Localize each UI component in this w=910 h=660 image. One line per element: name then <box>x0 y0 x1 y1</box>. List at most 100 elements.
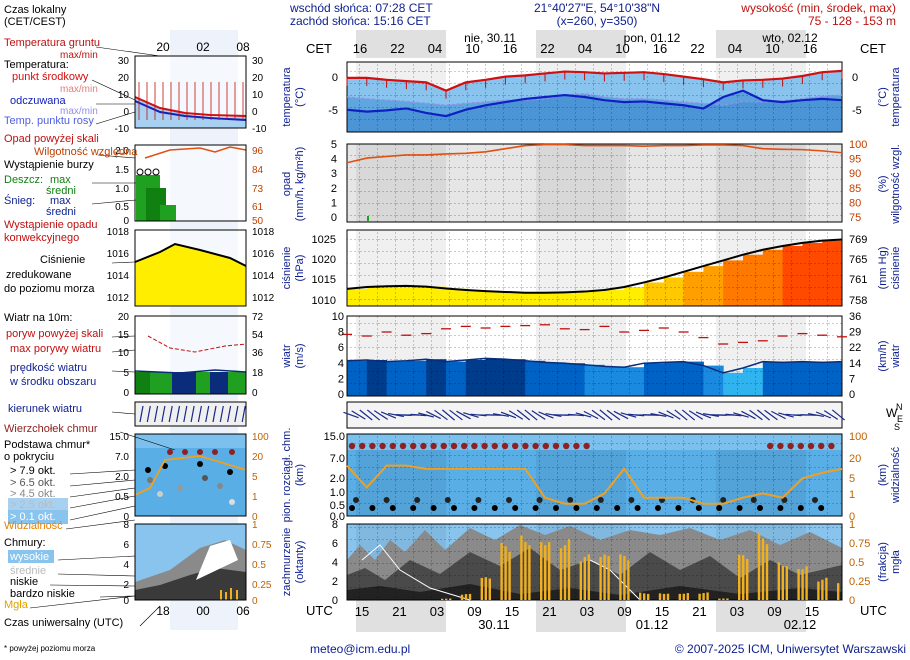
legend-legend-okt-1: > 6.5 okt. <box>10 477 56 489</box>
top-hour-label: 04 <box>728 41 742 56</box>
fog-bar <box>480 577 483 600</box>
cloud-axis-title-left: zachmurzenie (oktanty) <box>281 528 306 596</box>
cloud-base-tick-l: 1.0 <box>330 487 345 499</box>
legend-legend-storm: Wystąpienie burzy <box>4 159 94 171</box>
mini-dir-arrow <box>146 405 151 423</box>
cloud-base-dot <box>716 505 723 511</box>
cloud-base-dot <box>593 505 600 511</box>
legend-legend-chill: Wierzchołek chmur <box>4 423 98 435</box>
cloud-base-dot <box>389 505 396 511</box>
cloud-tick-l: 4 <box>332 557 338 569</box>
legend-legend-okt-2: > 4.5 okt. <box>10 488 56 500</box>
compass-east: E <box>897 414 903 424</box>
legend-leader-line <box>119 431 176 451</box>
temp-axis-title-right-line: temperatura <box>890 66 902 126</box>
pressure-tick-l: 1010 <box>312 295 336 307</box>
legend-leader-line <box>97 154 136 159</box>
legend-legend-middle: średnie <box>10 565 46 577</box>
fog-bar <box>449 598 452 600</box>
okt-swatch <box>8 498 68 512</box>
cloud-base-dot <box>410 505 417 511</box>
mini-precip-tick-l: 2.0 <box>115 146 129 157</box>
legend-legend-temp_mid: punkt środkowy <box>12 71 89 83</box>
top-hour-label: 16 <box>803 41 817 56</box>
mini-precip-tick-r: 73 <box>252 184 264 195</box>
wind-dir-arrow <box>516 409 531 421</box>
temp-axis-title-left: temperatura (°C) <box>281 66 306 126</box>
legend-legend-vlow: bardzo niskie <box>10 588 75 600</box>
cloud-base-dot <box>675 505 682 511</box>
legend-legend-conv1: Wystąpienie opadu <box>4 219 97 231</box>
mini-cloud-tick-l: 6 <box>123 540 129 551</box>
fog-bar <box>682 593 685 600</box>
wind-dir-arrow <box>524 409 538 421</box>
legend-legend-utc_label: Czas uniwersalny (UTC) <box>4 617 123 629</box>
wind-dir-arrow <box>620 412 637 418</box>
bottom-hour-label: 15 <box>805 604 819 619</box>
legend-legend-pres2: zredukowane <box>6 269 71 281</box>
fog-bar <box>583 557 586 600</box>
fog-tick-r: 1 <box>849 519 855 531</box>
cloud-base-dot <box>430 505 437 511</box>
cloud-axis-title-left-line: (oktanty) <box>294 541 306 584</box>
visibility-line <box>346 464 843 505</box>
legend-leader-line <box>57 573 136 577</box>
pressure-axis-title-right-line: (mm Hg) <box>877 247 889 290</box>
top-day-label: pon, 01.12 <box>624 31 681 45</box>
mini-base-tick-r: 100 <box>252 432 269 443</box>
mini-wind-line <box>134 369 247 374</box>
legend-legend-temp_range: max/min <box>60 84 98 95</box>
cloud-base-dot <box>567 497 574 503</box>
legend-leader-line <box>91 199 137 205</box>
cloud-base-panel-grid <box>347 434 842 516</box>
legend-legend-dew: Temp. punktu rosy <box>4 115 94 127</box>
mini-fog-bar <box>225 592 227 600</box>
temp-tick-l: 0 <box>332 72 338 84</box>
legend-leader-line <box>69 505 136 521</box>
humidity-tick-r: 90 <box>849 168 861 180</box>
fog-bar <box>678 593 681 600</box>
mini-cloud-top-dot <box>212 449 218 455</box>
legend-legend-felt: odczuwana <box>10 95 67 107</box>
footer-email[interactable]: meteo@icm.edu.pl <box>310 642 410 656</box>
fog-bar <box>718 598 721 600</box>
cloud-base-dot <box>512 505 519 511</box>
cloud-base-axis-title-left: pion. rozciągł. chm. (km) <box>281 428 306 523</box>
fog-bar <box>623 555 626 600</box>
mini-temp-line <box>134 96 247 117</box>
legend-leader-line <box>111 261 136 264</box>
wind-dir-arrow <box>531 410 546 420</box>
mini-top-hour: 08 <box>236 40 250 54</box>
bottom-hour-label: 15 <box>505 604 519 619</box>
pressure-tick-r: 765 <box>849 254 867 266</box>
mini-base-tick-l: 15.0 <box>110 432 130 443</box>
visibility-axis-title-right-line: widzialność <box>890 446 902 504</box>
cloud-top-dot <box>481 442 488 450</box>
cloud-top-dot <box>379 442 386 450</box>
legend-legend-base1: Podstawa chmur* <box>4 439 91 451</box>
cloud-base-dot <box>818 505 825 511</box>
cloud-top-dot <box>797 442 804 450</box>
fog-bar <box>579 561 582 600</box>
mini-base-tick-r: 5 <box>252 472 258 483</box>
fog-bar <box>508 551 511 600</box>
mini-dir-arrow <box>161 405 166 423</box>
cloud-top-dot <box>563 442 570 450</box>
mini-gust-line <box>147 335 247 353</box>
temp-axis-title-right-line: (°C) <box>877 87 889 107</box>
legend-leader-line <box>65 519 136 530</box>
wind-dir-arrow <box>591 409 606 421</box>
compass-south: S <box>894 422 900 432</box>
cloud-tick-l: 0 <box>332 595 338 607</box>
legend-legend-low: niskie <box>10 576 38 588</box>
cloud-base-dot <box>471 505 478 511</box>
top-hour-label: 16 <box>503 41 517 56</box>
time-axis-day-shade <box>536 30 626 58</box>
fog-bar <box>666 593 670 600</box>
wind-dir-arrow <box>674 409 688 421</box>
cloud-top-dot <box>471 442 478 450</box>
mini-precip-tick-r: 50 <box>252 216 264 227</box>
legend-leader-line <box>49 584 136 587</box>
precip-axis-title-left-line: opad <box>281 172 293 196</box>
humidity-tick-r: 100 <box>849 139 867 151</box>
